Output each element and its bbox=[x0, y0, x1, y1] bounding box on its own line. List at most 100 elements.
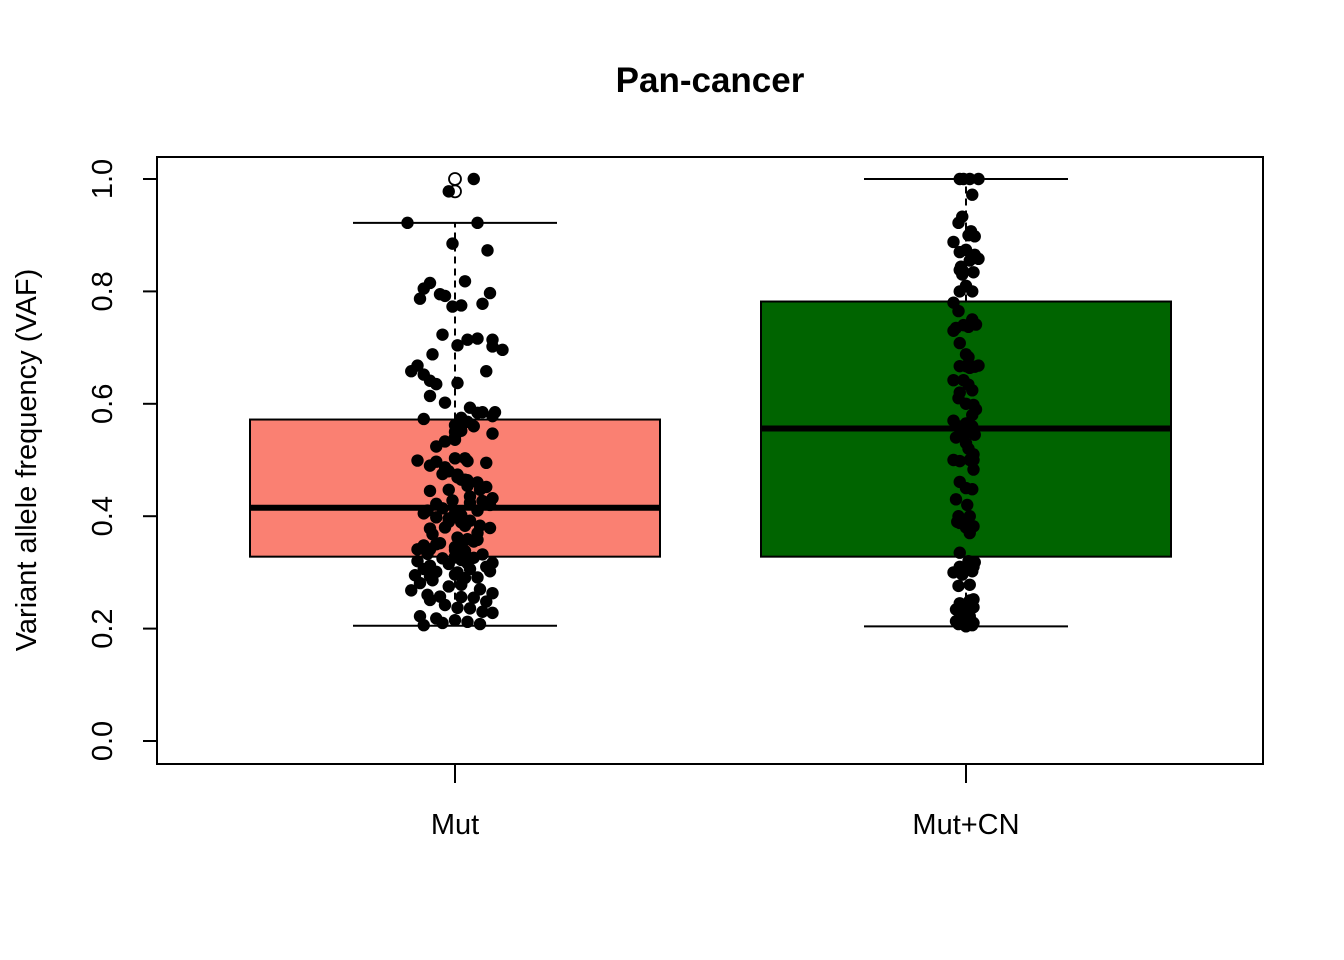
data-point bbox=[476, 494, 489, 508]
data-point bbox=[461, 615, 474, 629]
plot-frame bbox=[156, 156, 1264, 765]
data-point bbox=[953, 285, 966, 298]
x-tick-label: Mut+CN bbox=[912, 809, 1019, 841]
data-point bbox=[455, 473, 468, 486]
data-point bbox=[966, 483, 979, 496]
data-point bbox=[953, 336, 966, 350]
y-axis-label: Variant allele frequency (VAF) bbox=[11, 269, 43, 652]
data-point bbox=[953, 428, 966, 441]
data-point bbox=[496, 343, 509, 357]
data-point bbox=[947, 373, 960, 387]
data-point bbox=[421, 547, 434, 561]
data-point bbox=[417, 282, 430, 295]
data-point bbox=[476, 406, 489, 419]
data-point bbox=[963, 526, 976, 540]
data-point bbox=[430, 511, 443, 524]
data-point bbox=[966, 313, 979, 326]
data-point bbox=[968, 230, 981, 243]
data-point bbox=[949, 615, 963, 628]
data-point bbox=[966, 384, 979, 397]
data-point bbox=[476, 297, 489, 310]
data-point bbox=[967, 463, 980, 476]
points-mut bbox=[401, 172, 509, 632]
data-point bbox=[486, 492, 499, 505]
data-point bbox=[471, 526, 484, 540]
data-point bbox=[438, 598, 452, 612]
data-point bbox=[480, 595, 493, 608]
data-point bbox=[430, 440, 443, 453]
data-point bbox=[411, 543, 424, 556]
y-tick-label: 0.4 bbox=[87, 496, 119, 536]
data-point bbox=[426, 348, 439, 361]
data-point bbox=[426, 527, 439, 541]
data-point bbox=[448, 452, 462, 465]
data-point bbox=[959, 359, 973, 373]
data-point bbox=[458, 519, 472, 532]
data-point bbox=[947, 235, 960, 249]
data-point bbox=[411, 454, 424, 467]
data-point bbox=[438, 396, 452, 409]
y-tick-label: 0.6 bbox=[87, 384, 119, 424]
data-point bbox=[455, 299, 468, 312]
data-point bbox=[966, 408, 979, 422]
data-point bbox=[483, 565, 497, 578]
data-point bbox=[467, 172, 480, 186]
data-point bbox=[966, 285, 979, 298]
data-point bbox=[967, 560, 980, 573]
y-tick-label: 1.0 bbox=[87, 159, 119, 199]
data-point bbox=[486, 606, 499, 620]
data-point bbox=[953, 454, 966, 468]
data-point bbox=[417, 619, 430, 632]
data-point bbox=[442, 515, 455, 529]
data-point bbox=[458, 275, 472, 288]
data-point bbox=[968, 428, 981, 441]
data-point bbox=[430, 538, 443, 551]
data-point bbox=[471, 504, 484, 517]
data-point bbox=[952, 304, 965, 318]
data-point bbox=[467, 591, 480, 604]
data-point bbox=[486, 333, 499, 346]
data-point bbox=[401, 216, 414, 230]
data-point bbox=[463, 602, 477, 615]
data-point bbox=[426, 574, 439, 587]
data-point bbox=[963, 594, 976, 607]
data-point bbox=[471, 216, 484, 230]
data-point bbox=[442, 185, 455, 198]
data-point bbox=[471, 332, 484, 345]
data-point bbox=[953, 245, 966, 259]
data-point bbox=[963, 578, 976, 591]
data-point bbox=[436, 502, 449, 515]
data-point bbox=[961, 498, 974, 512]
data-point bbox=[433, 288, 447, 301]
data-point bbox=[963, 172, 976, 186]
data-point bbox=[949, 321, 963, 335]
data-point bbox=[417, 412, 430, 426]
data-point bbox=[967, 266, 980, 279]
data-point bbox=[463, 490, 477, 503]
data-point bbox=[455, 578, 468, 591]
y-tick-label: 0.0 bbox=[87, 721, 119, 761]
data-point bbox=[436, 616, 449, 630]
x-tick-label: Mut bbox=[431, 809, 479, 841]
data-point bbox=[436, 328, 449, 341]
data-point bbox=[963, 254, 976, 267]
data-point bbox=[417, 507, 430, 520]
chart-title: Pan-cancer bbox=[616, 61, 805, 100]
points-mut-cn bbox=[947, 172, 985, 633]
data-point bbox=[438, 461, 452, 474]
y-tick-label: 0.8 bbox=[87, 271, 119, 311]
data-point bbox=[461, 333, 474, 346]
data-point bbox=[451, 601, 464, 615]
data-point bbox=[483, 521, 497, 535]
data-point bbox=[476, 605, 489, 618]
data-point bbox=[953, 516, 966, 530]
data-point bbox=[413, 292, 427, 305]
data-point bbox=[966, 188, 979, 201]
data-point bbox=[448, 568, 462, 581]
data-point bbox=[486, 427, 499, 440]
data-point bbox=[471, 571, 484, 584]
data-point bbox=[481, 244, 494, 257]
data-point bbox=[430, 377, 443, 391]
